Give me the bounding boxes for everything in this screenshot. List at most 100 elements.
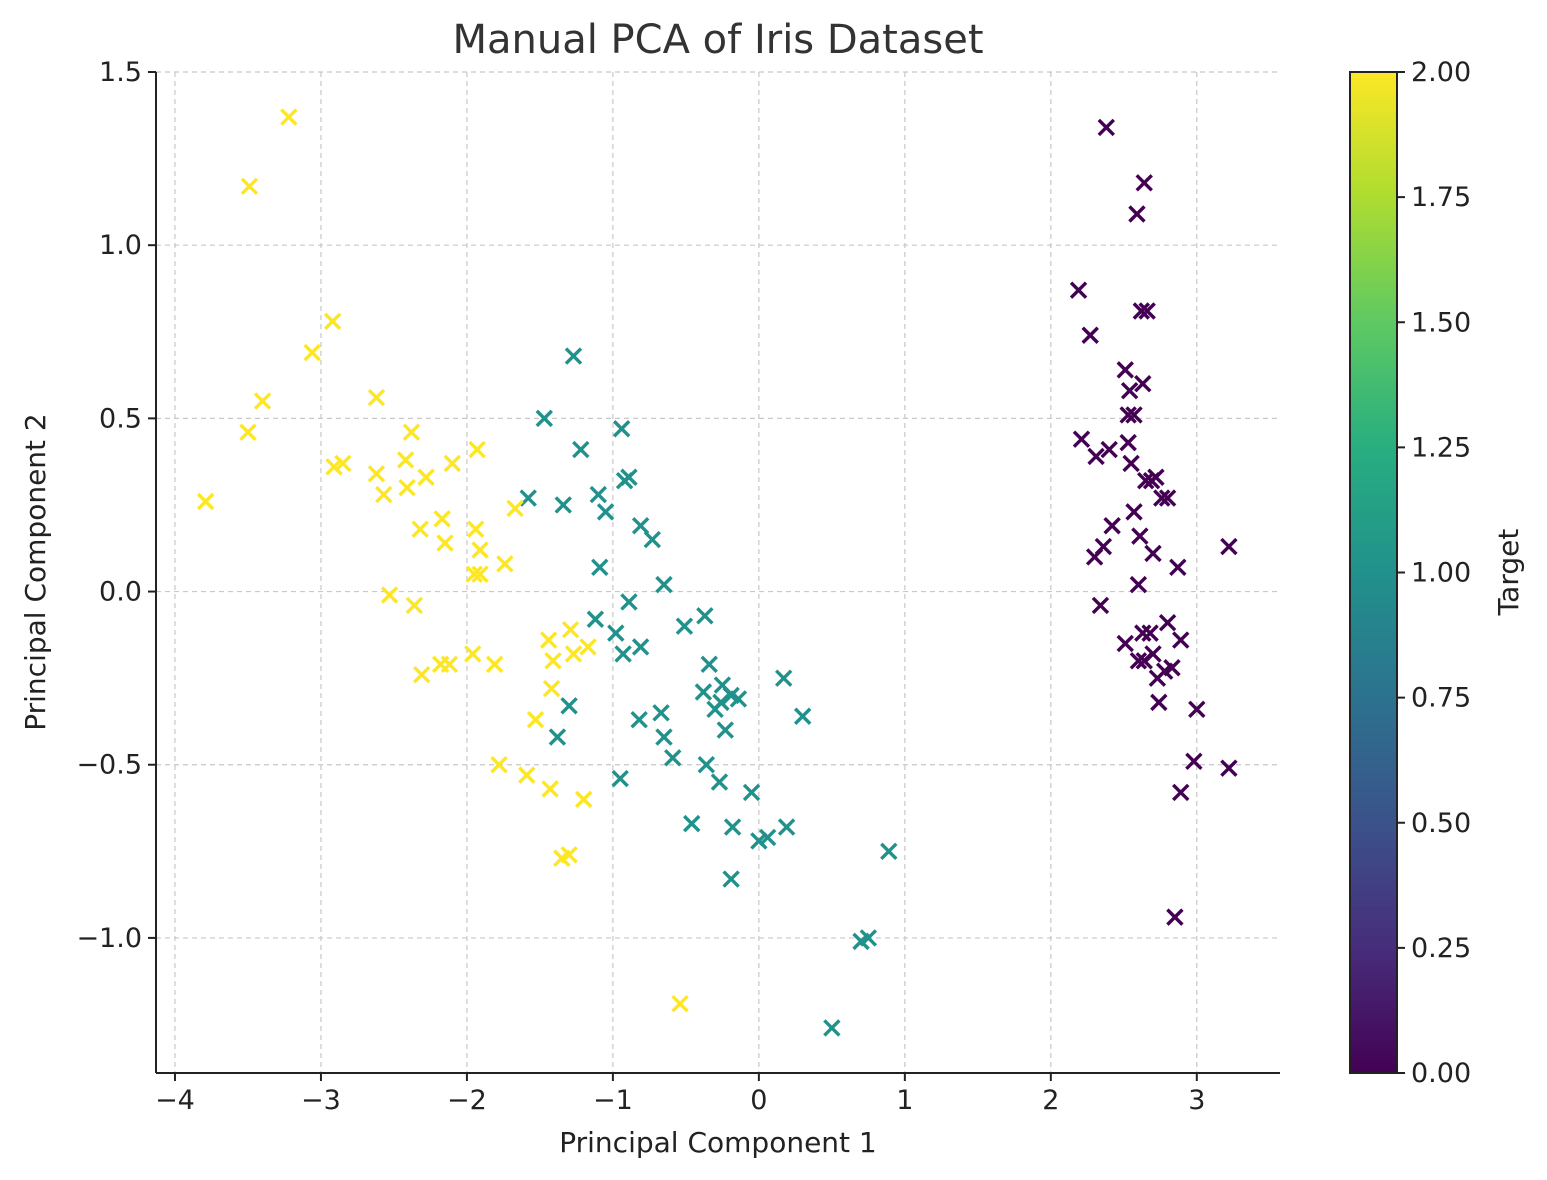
scatter-point xyxy=(620,593,638,611)
y-tick-label: 1.5 xyxy=(99,57,142,88)
scatter-point xyxy=(417,468,435,486)
scatter-point xyxy=(561,620,580,639)
scatter-point xyxy=(620,468,638,486)
scatter-point xyxy=(655,575,673,594)
scatter-point xyxy=(697,756,716,774)
y-tick-label: −0.5 xyxy=(76,750,142,781)
scatter-point xyxy=(774,669,793,687)
scatter-point xyxy=(742,783,761,802)
scatter-point xyxy=(611,769,629,788)
scatter-point xyxy=(1100,440,1118,459)
scatter-point xyxy=(398,478,416,497)
scatter-point xyxy=(334,454,352,473)
scatter-point xyxy=(712,693,730,712)
scatter-point xyxy=(1120,381,1139,400)
scatter-point xyxy=(631,638,650,656)
scatter-point xyxy=(1129,652,1148,670)
scatter-point xyxy=(777,818,796,836)
scatter-point xyxy=(1148,669,1167,687)
scatter-point xyxy=(700,655,718,673)
colorbar xyxy=(1349,71,1398,1074)
scatter-point xyxy=(722,870,740,888)
scatter-point xyxy=(1116,634,1134,653)
scatter-point xyxy=(405,596,424,615)
scatter-point xyxy=(694,683,713,701)
scatter-point xyxy=(1163,659,1181,677)
scatter-point xyxy=(1144,645,1162,663)
scatter-point xyxy=(723,818,742,836)
scatter-point xyxy=(750,832,768,850)
scatter-point xyxy=(1220,537,1238,556)
y-axis-ticks: −1.0 −0.5 0.0 0.5 1.0 1.5 xyxy=(76,57,156,954)
scatter-point xyxy=(402,423,421,441)
scatter-point xyxy=(519,489,537,507)
scatter-point xyxy=(1135,174,1153,192)
y-axis-label: Principal Component 2 xyxy=(19,413,52,731)
scatter-point xyxy=(539,631,558,649)
colorbar-tick-label: 1.75 xyxy=(1411,182,1471,213)
scatter-point xyxy=(671,995,689,1013)
x-tick-label: −4 xyxy=(155,1085,195,1116)
scatter-point xyxy=(1069,281,1088,299)
scatter-point xyxy=(468,440,486,459)
scatter-point xyxy=(1172,783,1190,802)
x-axis-ticks: −4 −3 −2 −1 0 1 2 3 xyxy=(155,1073,1205,1116)
scatter-point xyxy=(471,541,489,559)
scatter-point xyxy=(591,558,609,577)
scatter-point xyxy=(564,347,583,365)
scatter-point xyxy=(1147,468,1165,486)
plot-area xyxy=(156,72,1280,1073)
scatter-point xyxy=(1119,433,1137,452)
scatter-point xyxy=(716,721,735,739)
scatter-point xyxy=(1169,558,1187,577)
scatter-point xyxy=(696,607,714,625)
scatter-point xyxy=(1185,752,1203,770)
scatter-point xyxy=(1158,489,1177,507)
colorbar-ticks: 0.00 0.25 0.50 0.75 1.00 1.25 1.50 1.75 2.00 xyxy=(1397,57,1471,1089)
scatter-point xyxy=(443,454,462,473)
scatter-point xyxy=(1134,375,1152,393)
scatter-point xyxy=(1116,361,1134,379)
x-tick-label: 3 xyxy=(1188,1085,1205,1116)
scatter-point xyxy=(586,610,605,628)
scatter-point xyxy=(823,1019,841,1037)
colorbar-label: Target xyxy=(1492,529,1525,617)
y-tick-label: 0.5 xyxy=(99,403,142,434)
scatter-point xyxy=(411,520,429,538)
scatter-points xyxy=(196,108,1238,1037)
colorbar-tick-label: 2.00 xyxy=(1411,57,1471,88)
scatter-point xyxy=(652,704,670,722)
scatter-point xyxy=(572,440,590,459)
scatter-point xyxy=(367,388,386,407)
scatter-point xyxy=(548,728,567,746)
scatter-point xyxy=(506,499,524,518)
scatter-point xyxy=(526,711,545,729)
scatter-point xyxy=(433,510,451,528)
scatter-point xyxy=(564,645,583,663)
y-tick-label: −1.0 xyxy=(76,923,142,954)
scatter-point xyxy=(375,485,393,504)
scatter-point xyxy=(793,707,812,725)
scatter-point xyxy=(630,711,648,729)
scatter-point xyxy=(323,312,342,331)
colorbar-tick-label: 0.25 xyxy=(1411,933,1471,964)
scatter-point xyxy=(1119,406,1137,424)
scatter-point xyxy=(541,780,559,798)
scatter-point xyxy=(1125,406,1143,424)
scatter-point xyxy=(1103,517,1121,535)
scatter-point xyxy=(675,617,694,635)
scatter-point xyxy=(1072,430,1091,448)
scatter-point xyxy=(1085,548,1104,566)
scatter-point xyxy=(880,842,898,861)
scatter-point xyxy=(518,766,536,784)
colorbar-tick-label: 1.25 xyxy=(1411,432,1471,463)
scatter-point xyxy=(1129,575,1148,594)
scatter-point xyxy=(471,565,489,583)
scatter-point xyxy=(496,555,514,573)
scatter-point xyxy=(436,534,454,552)
scatter-point xyxy=(1166,908,1184,926)
scatter-point xyxy=(596,503,615,521)
chart-title: Manual PCA of Iris Dataset xyxy=(452,17,983,63)
colorbar-tick-label: 0.50 xyxy=(1411,808,1471,839)
scatter-point xyxy=(1081,326,1099,344)
